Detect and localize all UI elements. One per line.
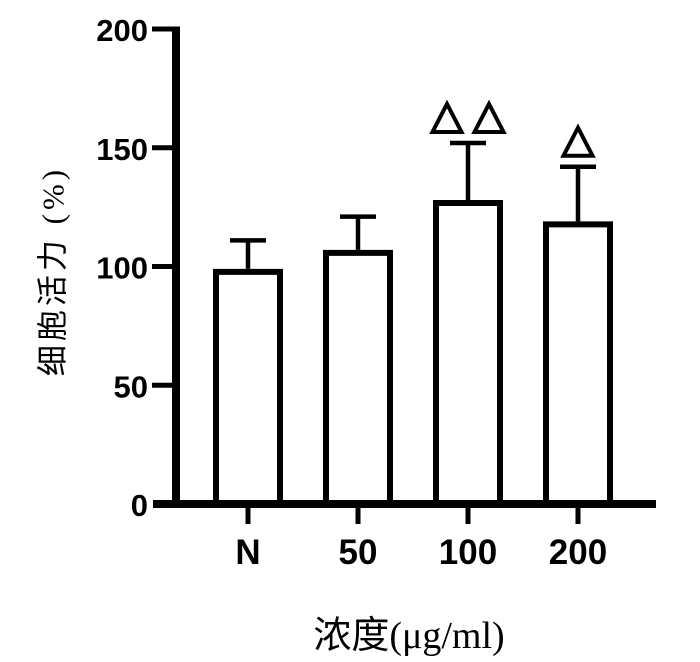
x-tick-label-50: 50 xyxy=(339,533,378,572)
significance-triangle-icon xyxy=(471,99,507,134)
y-axis-title: 细胞活力 (%) xyxy=(35,165,71,377)
significance-triangle-icon xyxy=(429,99,465,134)
x-tick-label-N: N xyxy=(235,533,260,572)
significance-triangle-icon xyxy=(560,123,596,158)
y-tick-label: 100 xyxy=(96,251,148,286)
y-tick-label: 50 xyxy=(114,369,148,404)
x-tick-label-200: 200 xyxy=(549,533,607,572)
y-tick-label: 0 xyxy=(131,488,148,523)
bar-100 xyxy=(433,200,503,508)
x-tick-label-100: 100 xyxy=(439,533,497,572)
bar-200 xyxy=(543,221,613,508)
y-tick-label: 200 xyxy=(96,13,148,48)
x-axis-title: 浓度(μg/ml) xyxy=(313,615,505,657)
y-tick-label: 150 xyxy=(96,132,148,167)
bar-N xyxy=(213,268,283,508)
bar-50 xyxy=(323,249,393,508)
